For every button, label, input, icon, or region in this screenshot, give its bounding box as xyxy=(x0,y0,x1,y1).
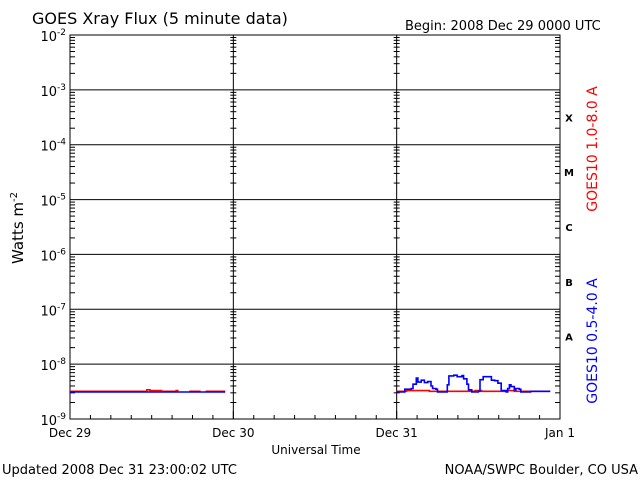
flare-class-a: A xyxy=(565,333,573,344)
x-tick-label: Dec 31 xyxy=(376,426,418,440)
updated-timestamp: Updated 2008 Dec 31 23:00:02 UTC xyxy=(2,463,237,478)
flare-class-labels: A B C M X xyxy=(564,113,574,343)
svg-text:Watts m-2: Watts m-2 xyxy=(9,192,27,264)
x-tick-label: Dec 30 xyxy=(212,426,254,440)
series-line-long xyxy=(70,389,179,393)
chart-title: GOES Xray Flux (5 minute data) xyxy=(32,9,288,28)
x-tick-labels: Dec 29 Dec 30 Dec 31 Jan 1 xyxy=(49,426,575,440)
series-line-long xyxy=(396,389,551,393)
legend-entry-short: GOES10 0.5-4.0 A xyxy=(585,278,601,404)
y-axis-label: Watts m-2 xyxy=(9,192,27,264)
y-tick-label: 10-9 xyxy=(40,412,66,429)
y-tick-label: 10-6 xyxy=(40,247,66,264)
x-axis-label: Universal Time xyxy=(271,443,360,457)
legend-entry-long: GOES10 1.0-8.0 A xyxy=(585,86,601,212)
y-tick-label: 10-4 xyxy=(40,138,66,155)
y-tick-labels: 10-9 10-8 10-7 10-6 10-5 10-4 10-3 10-2 xyxy=(40,28,66,429)
begin-time: Begin: 2008 Dec 29 0000 UTC xyxy=(405,19,601,34)
series-line-short xyxy=(396,374,551,393)
y-tick-label: 10-5 xyxy=(40,193,66,210)
flare-class-m: M xyxy=(564,168,574,179)
credit-label: NOAA/SWPC Boulder, CO USA xyxy=(445,463,638,478)
flare-class-c: C xyxy=(565,223,572,234)
flare-class-x: X xyxy=(565,113,573,124)
x-tick-label: Jan 1 xyxy=(544,426,575,440)
y-tick-label: 10-7 xyxy=(40,302,66,319)
x-tick-label: Dec 29 xyxy=(49,426,91,440)
legend: GOES10 1.0-8.0 A GOES10 0.5-4.0 A xyxy=(585,86,601,404)
flare-class-b: B xyxy=(565,278,573,289)
series-lines xyxy=(70,374,551,393)
y-tick-label: 10-3 xyxy=(40,83,66,100)
plot-frame xyxy=(69,34,561,420)
y-tick-label: 10-8 xyxy=(40,357,66,374)
y-tick-label: 10-2 xyxy=(40,28,66,45)
grid xyxy=(69,35,561,419)
